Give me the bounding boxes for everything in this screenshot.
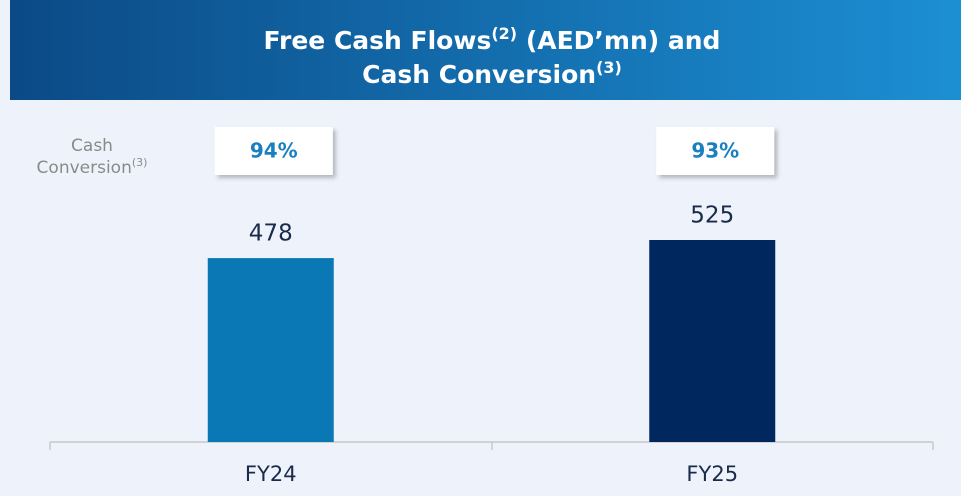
row-label-text: Conversion [37,158,132,178]
x-tick-label: FY24 [245,462,297,486]
title-text: (AED’mn) and [517,26,720,55]
bar [649,240,776,442]
row-label-note: (3) [132,156,148,169]
conversion-label: 93% [691,139,739,163]
conversion-label: 94% [250,139,298,163]
x-tick-label: FY25 [686,462,738,486]
chart-title: Cash Conversion(3) [362,58,622,90]
title-text: Free Cash Flows [264,26,492,55]
title-text: Cash Conversion [362,60,596,89]
chart-title: Free Cash Flows(2) (AED’mn) and [264,24,721,56]
title-note: (2) [491,24,517,43]
data-label: 478 [249,221,293,247]
data-label: 525 [690,203,734,229]
header [10,0,961,100]
conversion-box [656,127,775,175]
title-note: (3) [596,58,622,77]
conversion-box [214,127,333,175]
row-label: Cash [71,136,113,156]
bar [207,258,334,442]
row-label: Conversion(3) [37,156,148,178]
